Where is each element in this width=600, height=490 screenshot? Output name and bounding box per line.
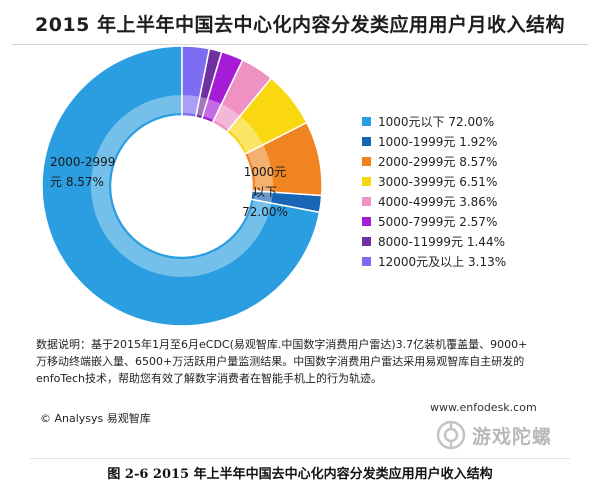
legend-label-2000-2999: 2000-2999元 8.57% — [378, 155, 497, 169]
data-label-main-line1: 1000元 — [244, 165, 287, 179]
legend-label-1000-below: 1000元以下 72.00% — [378, 115, 494, 129]
watermark-text: 游戏陀螺 — [472, 425, 553, 448]
note-line: 数据说明：基于2015年1月至6月eCDC(易观智库.中国数字消费用户雷达)3.… — [36, 338, 528, 351]
chart-title: 2015 年上半年中国去中心化内容分发类应用用户月收入结构 — [35, 14, 565, 36]
data-label-2000-line2: 元 8.57% — [50, 175, 104, 189]
legend-swatch-1000-below — [362, 117, 371, 126]
website-text: www.enfodesk.com — [430, 401, 537, 414]
data-label-main-line3: 72.00% — [242, 205, 288, 219]
donut-chart: 1000元以下 72.00%1000-1999元 1.92%2000-2999元… — [41, 46, 506, 327]
data-note: 数据说明：基于2015年1月至6月eCDC(易观智库.中国数字消费用户雷达)3.… — [36, 336, 566, 387]
title-divider — [12, 44, 588, 45]
legend-swatch-2000-2999 — [362, 157, 371, 166]
note-line: enfoTech技术，帮助您有效了解数字消费者在智能手机上的行为轨迹。 — [36, 372, 382, 385]
legend-label-4000-4999: 4000-4999元 3.86% — [378, 195, 497, 209]
chart-legend: 1000元以下 72.00% 1000-1999元 1.92% 2000-2999元… — [362, 115, 506, 269]
legend-label-5000-7999: 5000-7999元 2.57% — [378, 215, 497, 229]
legend-swatch-8000-11999 — [362, 237, 371, 246]
legend-swatch-3000-3999 — [362, 177, 371, 186]
legend-label-8000-11999: 8000-11999元 1.44% — [378, 235, 505, 249]
donut-hole — [112, 116, 252, 256]
figure-caption: 图 2-6 2015 年上半年中国去中心化内容分发类应用用户收入结构 — [107, 467, 493, 482]
watermark: 游戏陀螺 — [436, 420, 552, 450]
legend-swatch-5000-7999 — [362, 217, 371, 226]
legend-swatch-1000-1999 — [362, 137, 371, 146]
note-line: 万移动终端嵌入量、6500+万活跃用户量监测结果。中国数字消费用户雷达采用易观智… — [36, 355, 525, 368]
data-label-main-line2: 以下 — [253, 185, 277, 199]
copyright-text: © Analysys 易观智库 — [40, 412, 151, 425]
donut-inner-ring — [91, 95, 273, 277]
legend-swatch-4000-4999 — [362, 197, 371, 206]
legend-label-3000-3999: 3000-3999元 6.51% — [378, 175, 497, 189]
caption-divider — [30, 458, 570, 459]
slice-labels: 1000元以下 72.00% 2000-2999 元 8.57% — [50, 155, 288, 219]
legend-label-1000-1999: 1000-1999元 1.92% — [378, 135, 497, 149]
spinning-top-logo-icon — [436, 420, 466, 450]
data-label-2000-line1: 2000-2999 — [50, 155, 115, 169]
legend-label-12000-above: 12000元及以上 3.13% — [378, 255, 506, 269]
legend-swatch-12000-above — [362, 257, 371, 266]
